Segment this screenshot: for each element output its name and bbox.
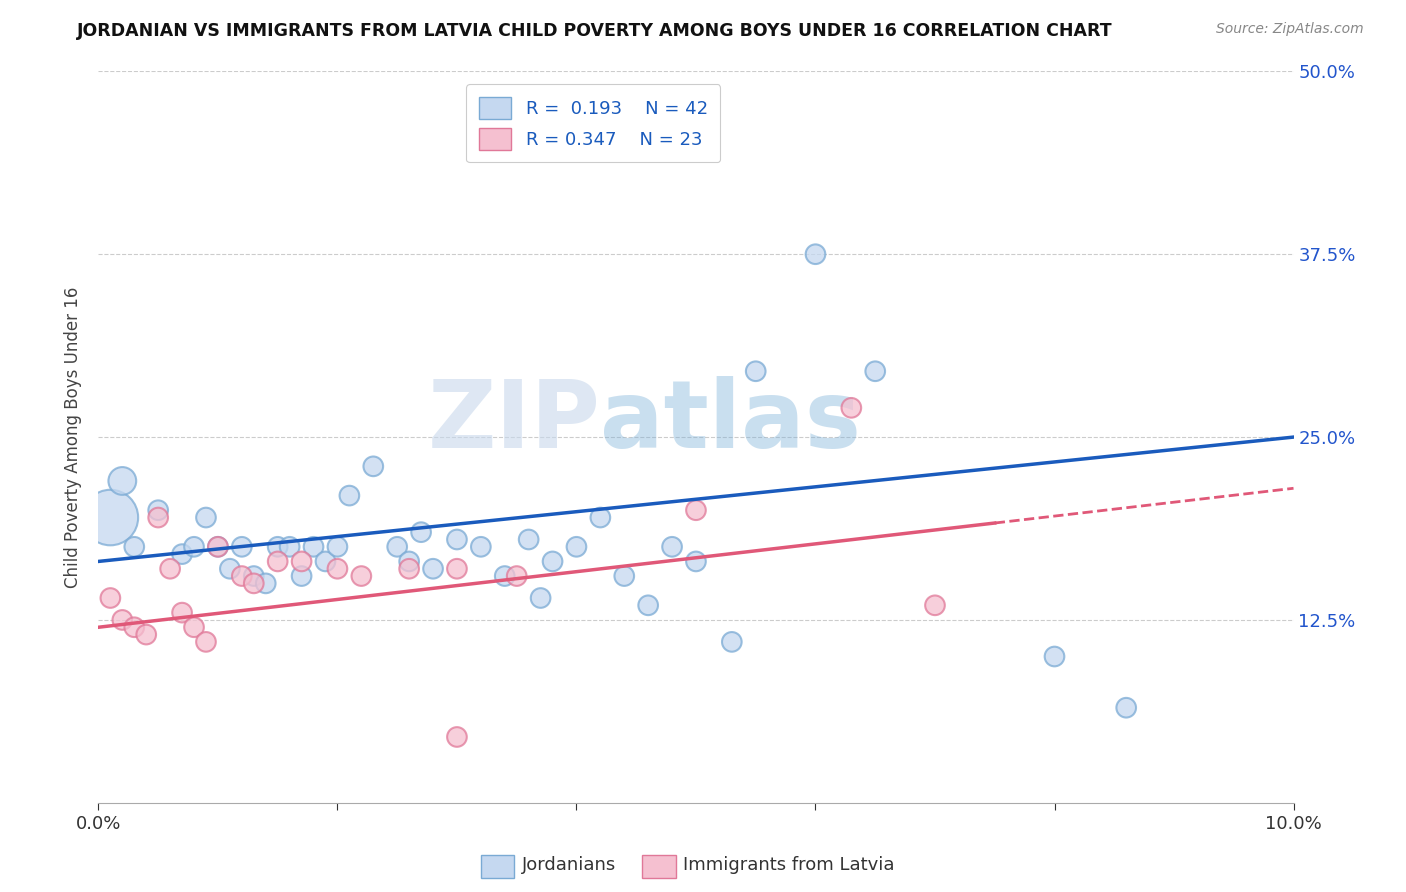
Point [172,606,194,620]
Point [291,569,314,583]
Point [195,510,218,524]
Point [124,620,146,634]
Point [661,540,683,554]
Text: Source: ZipAtlas.com: Source: ZipAtlas.com [1216,22,1364,37]
Point [530,591,553,605]
Point [302,540,325,554]
Point [1115,700,1137,714]
Point [385,540,409,554]
FancyBboxPatch shape [481,855,515,878]
Point [865,364,887,378]
Point [339,489,361,503]
Point [183,620,205,634]
Point [243,569,266,583]
Point [159,562,181,576]
Point [398,562,420,576]
Point [685,503,707,517]
Point [243,576,266,591]
FancyBboxPatch shape [643,855,676,878]
Point [148,503,170,517]
Point [804,247,827,261]
Point [541,554,564,568]
Point [219,562,242,576]
Point [350,569,373,583]
Point [411,525,433,540]
Point [315,554,337,568]
Point [278,540,301,554]
Point [363,459,385,474]
Text: Immigrants from Latvia: Immigrants from Latvia [683,856,894,874]
Point [685,554,707,568]
Point [924,599,946,613]
Point [841,401,863,415]
Point [446,562,468,576]
Point [267,540,290,554]
Point [267,554,290,568]
Point [98,591,122,605]
Point [613,569,636,583]
Point [565,540,588,554]
Point [398,554,420,568]
Point [470,540,492,554]
Point [494,569,516,583]
Point [721,635,744,649]
Point [111,613,134,627]
Point [231,540,253,554]
Point [517,533,540,547]
Legend: R =  0.193    N = 42, R = 0.347    N = 23: R = 0.193 N = 42, R = 0.347 N = 23 [465,84,720,162]
Point [124,540,146,554]
Point [254,576,277,591]
Point [506,569,529,583]
Point [1043,649,1066,664]
Point [135,627,157,641]
Point [183,540,205,554]
Point [98,510,122,524]
Point [745,364,768,378]
Text: JORDANIAN VS IMMIGRANTS FROM LATVIA CHILD POVERTY AMONG BOYS UNDER 16 CORRELATIO: JORDANIAN VS IMMIGRANTS FROM LATVIA CHIL… [77,22,1114,40]
Point [446,730,468,744]
Text: ZIP: ZIP [427,376,600,468]
Point [172,547,194,561]
Point [231,569,253,583]
Point [422,562,444,576]
Point [148,510,170,524]
Point [207,540,229,554]
Point [291,554,314,568]
Point [111,474,134,488]
Point [326,540,349,554]
Point [637,599,659,613]
Point [446,533,468,547]
Point [589,510,612,524]
Point [207,540,229,554]
Y-axis label: Child Poverty Among Boys Under 16: Child Poverty Among Boys Under 16 [63,286,82,588]
Text: atlas: atlas [600,376,862,468]
Point [326,562,349,576]
Point [195,635,218,649]
Text: Jordanians: Jordanians [522,856,616,874]
